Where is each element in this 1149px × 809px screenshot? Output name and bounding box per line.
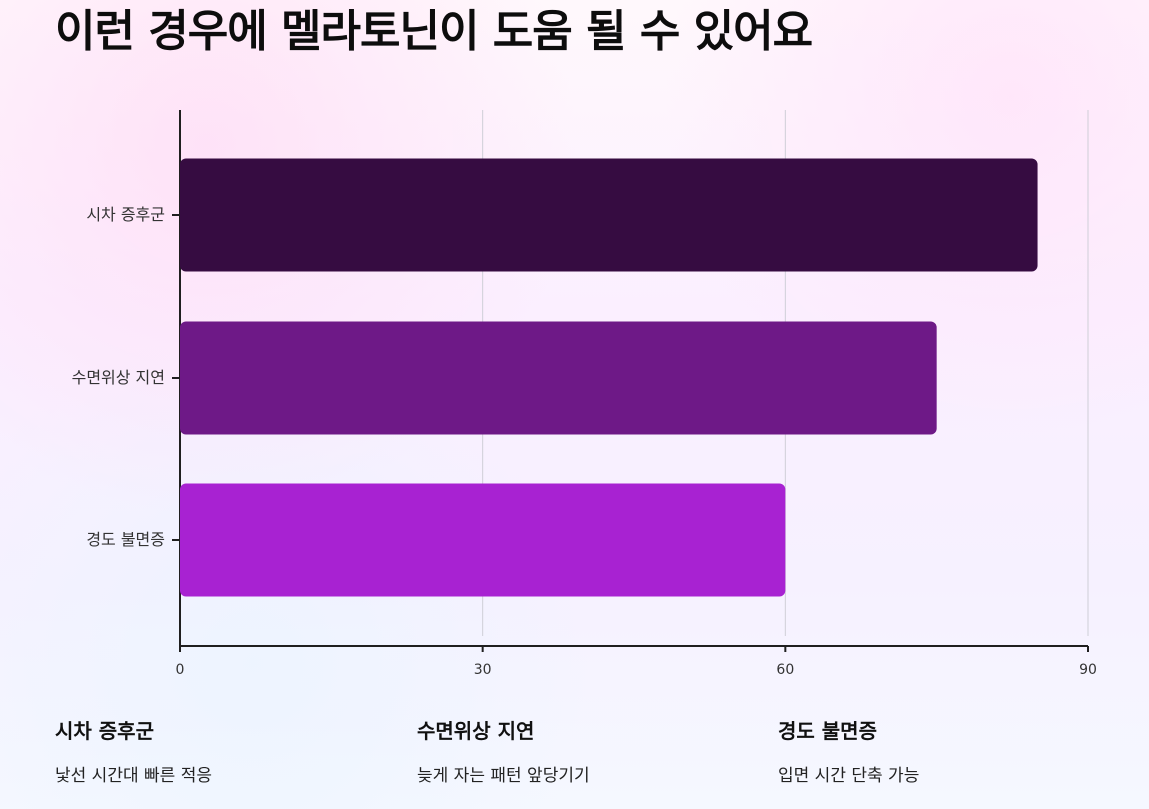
card-jet-lag: 시차 증후군 낯선 시간대 빠른 적응 xyxy=(55,716,355,788)
card-title-jet-lag: 시차 증후군 xyxy=(55,716,355,746)
bar xyxy=(180,322,937,435)
category-label: 수면위상 지연 xyxy=(72,368,165,387)
x-tick-label: 90 xyxy=(1079,662,1097,678)
card-title-mild-insomnia: 경도 불면증 xyxy=(778,716,1078,746)
x-tick-label: 30 xyxy=(474,662,492,678)
category-label: 시차 증후군 xyxy=(86,205,165,224)
category-label: 경도 불면증 xyxy=(86,530,165,549)
card-title-sleep-phase-delay: 수면위상 지연 xyxy=(417,716,717,746)
card-description-sleep-phase-delay: 늦게 자는 패턴 앞당기기 xyxy=(417,764,717,788)
card-description-jet-lag: 낯선 시간대 빠른 적응 xyxy=(55,764,355,788)
x-tick-label: 60 xyxy=(776,662,794,678)
card-mild-insomnia: 경도 불면증 입면 시간 단축 가능 xyxy=(778,716,1078,788)
summary-cards: 시차 증후군 낯선 시간대 빠른 적응 수면위상 지연 늦게 자는 패턴 앞당기… xyxy=(55,716,1095,806)
card-description-mild-insomnia: 입면 시간 단축 가능 xyxy=(778,764,1078,788)
card-sleep-phase-delay: 수면위상 지연 늦게 자는 패턴 앞당기기 xyxy=(417,716,717,788)
x-tick-label: 0 xyxy=(176,662,185,678)
bar xyxy=(180,159,1038,272)
bar xyxy=(180,484,785,597)
